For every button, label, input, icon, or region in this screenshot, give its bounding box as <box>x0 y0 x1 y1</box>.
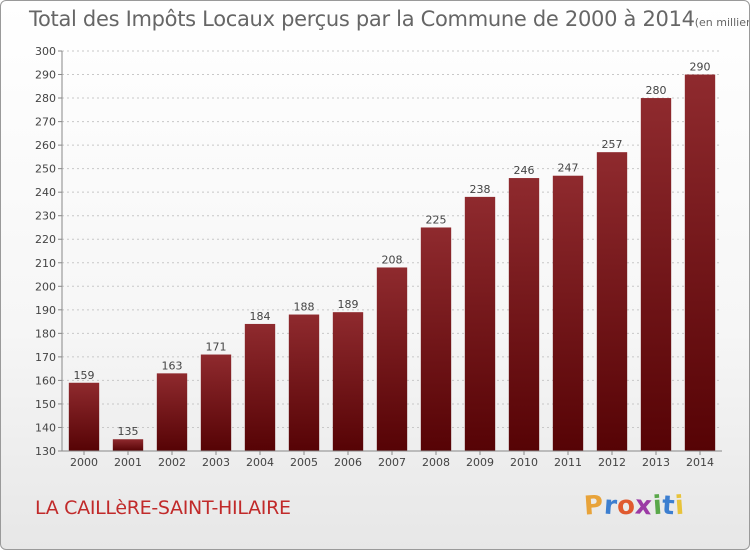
label-layer: 159 135 163 171 184 188 189 208 225 238 246 247 257 2… <box>74 61 711 439</box>
data-label: 280 <box>646 84 667 97</box>
bar-2008 <box>420 227 452 451</box>
bar-2006 <box>332 312 364 451</box>
bar-2000 <box>68 382 100 451</box>
data-label: 163 <box>162 359 183 372</box>
y-tick-label: 170 <box>35 351 56 364</box>
data-label: 171 <box>206 341 227 354</box>
x-tick-label: 2005 <box>290 456 318 469</box>
chart-title-text: Total des Impôts Locaux perçus par la Co… <box>29 7 695 31</box>
y-tick-label: 260 <box>35 139 56 152</box>
x-tick-label: 2002 <box>158 456 186 469</box>
y-tick-label: 250 <box>35 163 56 176</box>
logo-letter: x <box>634 490 654 522</box>
data-label: 189 <box>338 298 359 311</box>
data-label: 257 <box>602 138 623 151</box>
data-label: 135 <box>118 425 139 438</box>
y-tick-label: 180 <box>35 327 56 340</box>
x-tick-label: 2003 <box>202 456 230 469</box>
bar-2001 <box>112 439 144 451</box>
bar-2011 <box>552 175 584 452</box>
x-tick-label: 2010 <box>510 456 538 469</box>
y-tick-label: 210 <box>35 257 56 270</box>
y-tick-label: 220 <box>35 233 56 246</box>
x-tick-label: 2007 <box>378 456 406 469</box>
y-tick-label: 150 <box>35 398 56 411</box>
bar-2010 <box>508 178 540 451</box>
axis-layer: 130 140 150 160 170 180 190 200 210 220 230 240 250 2… <box>35 45 722 469</box>
x-tick-label: 2012 <box>598 456 626 469</box>
logo-letter: P <box>582 490 605 522</box>
y-tick-label: 130 <box>35 445 56 458</box>
commune-name: LA CAILLèRE-SAINT-HILAIRE <box>35 497 291 519</box>
data-label: 188 <box>294 301 315 314</box>
data-label: 290 <box>690 61 711 74</box>
y-tick-label: 270 <box>35 116 56 129</box>
y-tick-label: 300 <box>35 45 56 58</box>
logo-letter: i <box>673 490 686 522</box>
x-tick-label: 2000 <box>70 456 98 469</box>
x-tick-label: 2006 <box>334 456 362 469</box>
bar-2009 <box>464 196 496 451</box>
x-tick-label: 2013 <box>642 456 670 469</box>
bar-2004 <box>244 323 276 451</box>
proxiti-logo: Proxiti <box>582 490 686 522</box>
chart-unit: (en milliers d'€) <box>694 16 749 29</box>
bar-2002 <box>156 373 188 451</box>
bar-2005 <box>288 314 320 451</box>
bar-2007 <box>376 267 408 451</box>
x-tick-label: 2009 <box>466 456 494 469</box>
x-tick-label: 2014 <box>686 456 714 469</box>
bar-2012 <box>596 152 628 452</box>
data-label: 246 <box>514 164 535 177</box>
y-tick-label: 200 <box>35 280 56 293</box>
y-tick-label: 230 <box>35 210 56 223</box>
x-tick-label: 2008 <box>422 456 450 469</box>
x-tick-label: 2004 <box>246 456 274 469</box>
y-tick-label: 160 <box>35 374 56 387</box>
bar-2003 <box>200 354 232 451</box>
data-label: 247 <box>558 162 579 175</box>
data-label: 238 <box>470 183 491 196</box>
y-tick-label: 240 <box>35 186 56 199</box>
data-label: 159 <box>74 369 95 382</box>
data-label: 225 <box>426 213 447 226</box>
data-label: 208 <box>382 253 403 266</box>
x-tick-label: 2001 <box>114 456 142 469</box>
bar-layer <box>68 74 716 452</box>
y-tick-label: 190 <box>35 304 56 317</box>
x-tick-label: 2011 <box>554 456 582 469</box>
bar-2014 <box>684 74 716 451</box>
data-label: 184 <box>250 310 271 323</box>
bar-2013 <box>640 98 672 451</box>
chart-title: Total des Impôts Locaux perçus par la Co… <box>29 7 749 31</box>
y-tick-label: 290 <box>35 69 56 82</box>
y-tick-label: 140 <box>35 421 56 434</box>
y-tick-label: 280 <box>35 92 56 105</box>
